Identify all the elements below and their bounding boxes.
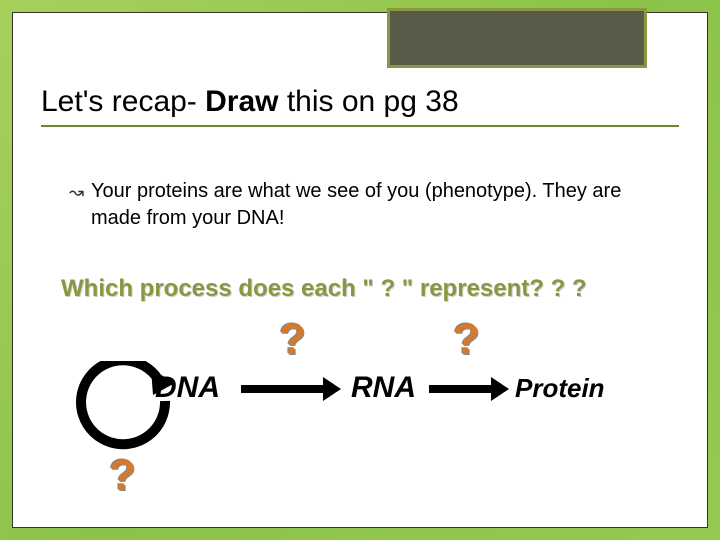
slide-frame: Let's recap- Draw this on pg 38 ↝ Your p… bbox=[12, 12, 708, 528]
bullet-text-block: ↝ Your proteins are what we see of you (… bbox=[91, 178, 647, 232]
central-dogma-diagram: DNA RNA Protein ? ? ? bbox=[83, 323, 643, 513]
node-dna: DNA bbox=[155, 371, 220, 405]
qmark-replication: ? bbox=[109, 451, 136, 501]
header-decorative-box bbox=[387, 8, 647, 68]
arrow-dna-to-rna-icon bbox=[241, 383, 341, 395]
arrow-rna-to-protein-icon bbox=[429, 383, 509, 395]
question-prompt: Which process does each " ? " represent?… bbox=[61, 275, 667, 303]
title-suffix: this on pg 38 bbox=[279, 85, 459, 118]
bullet-marker-icon: ↝ bbox=[69, 180, 84, 204]
title-bold: Draw bbox=[205, 85, 278, 118]
title-prefix: Let's recap- bbox=[41, 85, 205, 118]
qmark-transcription: ? bbox=[279, 315, 306, 365]
slide-title: Let's recap- Draw this on pg 38 bbox=[41, 85, 679, 127]
node-protein: Protein bbox=[515, 373, 605, 404]
qmark-translation: ? bbox=[453, 315, 480, 365]
node-rna: RNA bbox=[351, 371, 416, 405]
bullet-text: Your proteins are what we see of you (ph… bbox=[91, 180, 621, 229]
